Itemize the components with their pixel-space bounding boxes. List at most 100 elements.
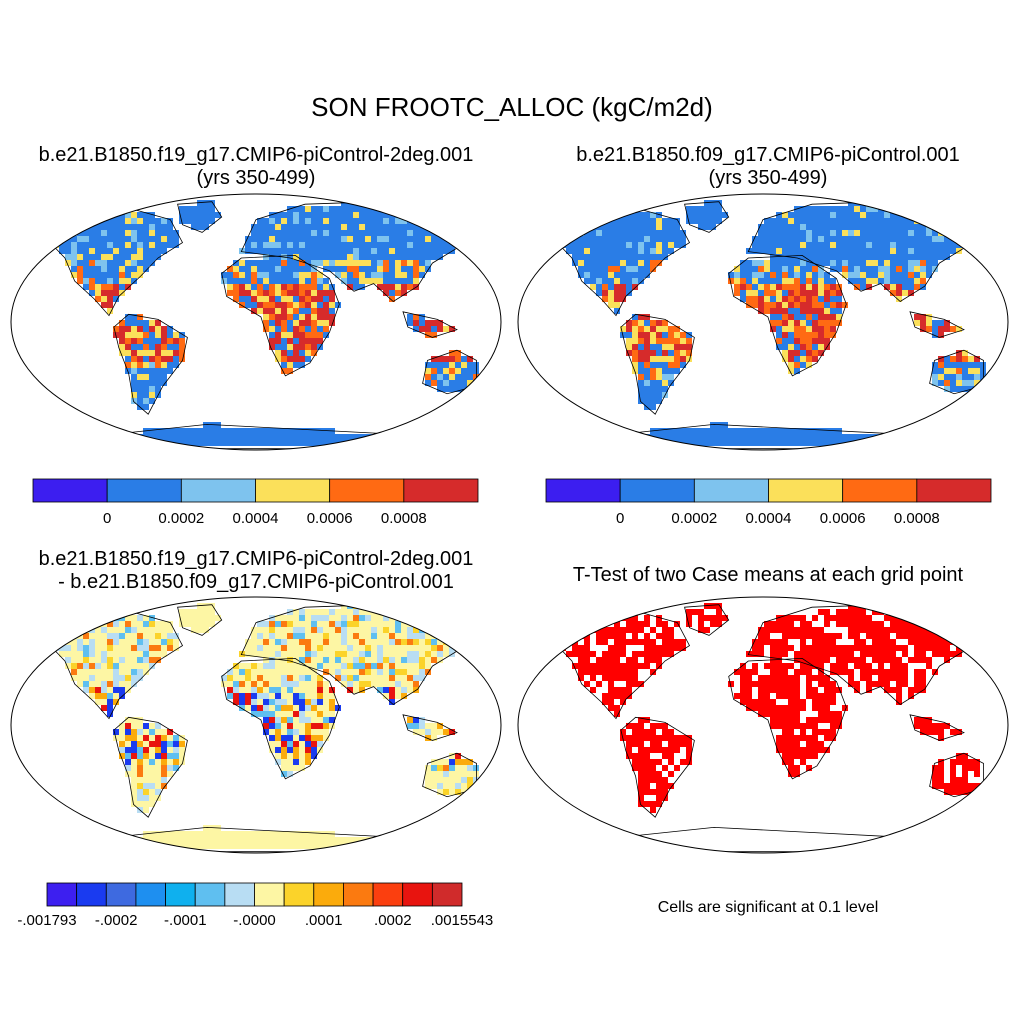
grid-cell (656, 639, 662, 645)
map-frame (10, 596, 502, 854)
grid-cell (806, 320, 812, 326)
grid-cell (329, 717, 335, 723)
grid-cell (848, 609, 854, 615)
colorbar-box (135, 882, 166, 907)
grid-cell (776, 428, 782, 434)
grid-cell (299, 290, 305, 296)
grid-cell (656, 344, 662, 350)
grid-cell (437, 254, 443, 260)
grid-cell (674, 747, 680, 753)
grid-cell (341, 651, 347, 657)
grid-cell (608, 633, 614, 639)
grid-cell (293, 663, 299, 669)
grid-cell (824, 236, 830, 242)
grid-cell (968, 783, 974, 789)
grid-cell (143, 338, 149, 344)
grid-cell (668, 218, 674, 224)
grid-cell (95, 290, 101, 296)
grid-cell (770, 669, 776, 675)
grid-cell (860, 615, 866, 621)
grid-cell (764, 266, 770, 272)
grid-cell (143, 795, 149, 801)
grid-cell (239, 296, 245, 302)
grid-cell (902, 639, 908, 645)
grid-cell (173, 765, 179, 771)
grid-cell (932, 236, 938, 242)
grid-cell (113, 218, 119, 224)
grid-cell (884, 230, 890, 236)
grid-cell (908, 639, 914, 645)
grid-cell (287, 633, 293, 639)
grid-cell (473, 771, 479, 777)
grid-cell (848, 242, 854, 248)
grid-cell (662, 783, 668, 789)
grid-cell (137, 338, 143, 344)
grid-cell (347, 609, 353, 615)
grid-cell (317, 837, 323, 843)
grid-cell (812, 320, 818, 326)
grid-cell (461, 765, 467, 771)
grid-cell (341, 681, 347, 687)
grid-cell (251, 290, 257, 296)
grid-cell (353, 260, 359, 266)
coastline-samerica (620, 716, 695, 818)
grid-cell (818, 278, 824, 284)
grid-cell (770, 272, 776, 278)
grid-cell (824, 332, 830, 338)
grid-cell (311, 344, 317, 350)
grid-cell (233, 260, 239, 266)
grid-cell (263, 320, 269, 326)
grid-cell (287, 428, 293, 434)
grid-cell (209, 609, 215, 615)
grid-cell (824, 260, 830, 266)
grid-cell (239, 278, 245, 284)
grid-cell (782, 729, 788, 735)
grid-cell (311, 699, 317, 705)
grid-cell (836, 651, 842, 657)
grid-cell (788, 753, 794, 759)
grid-cell (101, 230, 107, 236)
grid-cell (377, 675, 383, 681)
grid-cell (305, 296, 311, 302)
grid-cell (896, 669, 902, 675)
grid-cell (143, 633, 149, 639)
grid-cell (245, 302, 251, 308)
grid-cell (413, 248, 419, 254)
grid-cell (626, 657, 632, 663)
grid-cell (359, 248, 365, 254)
grid-cell (650, 362, 656, 368)
grid-cell (311, 284, 317, 290)
grid-cell (662, 639, 668, 645)
grid-cell (137, 254, 143, 260)
grid-cell (578, 272, 584, 278)
grid-cell (305, 627, 311, 633)
grid-cell (680, 242, 686, 248)
grid-cell (908, 254, 914, 260)
grid-cell (257, 248, 263, 254)
grid-cell (281, 242, 287, 248)
grid-cell (956, 753, 962, 759)
grid-cell (143, 741, 149, 747)
grid-cell (668, 332, 674, 338)
grid-cell (311, 248, 317, 254)
grid-cell (173, 645, 179, 651)
grid-cell (293, 290, 299, 296)
grid-cell (644, 795, 650, 801)
grid-cell (281, 308, 287, 314)
grid-cell (740, 290, 746, 296)
grid-cell (239, 681, 245, 687)
grid-cell (119, 621, 125, 627)
grid-cell (884, 242, 890, 248)
grid-cell (584, 663, 590, 669)
grid-cell (836, 242, 842, 248)
grid-cell (956, 771, 962, 777)
grid-cell (656, 350, 662, 356)
grid-cell (764, 248, 770, 254)
grid-cell (824, 621, 830, 627)
grid-cell (578, 645, 584, 651)
grid-cell (596, 657, 602, 663)
grid-cell (401, 681, 407, 687)
grid-cell (137, 320, 143, 326)
grid-cell (614, 711, 620, 717)
grid-cell (143, 777, 149, 783)
